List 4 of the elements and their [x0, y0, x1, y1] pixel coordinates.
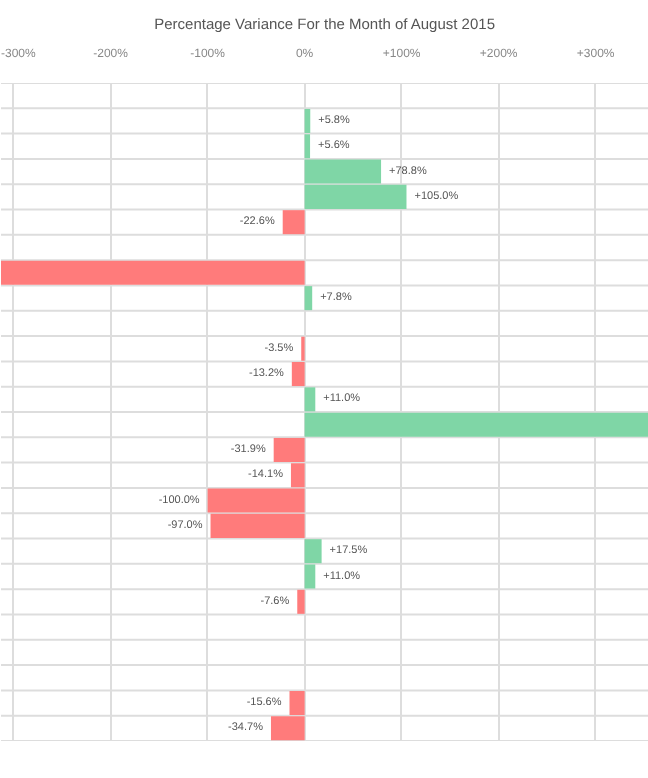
bar — [282, 210, 305, 235]
bar — [1, 260, 305, 285]
bar — [304, 286, 313, 311]
bar — [297, 589, 305, 614]
